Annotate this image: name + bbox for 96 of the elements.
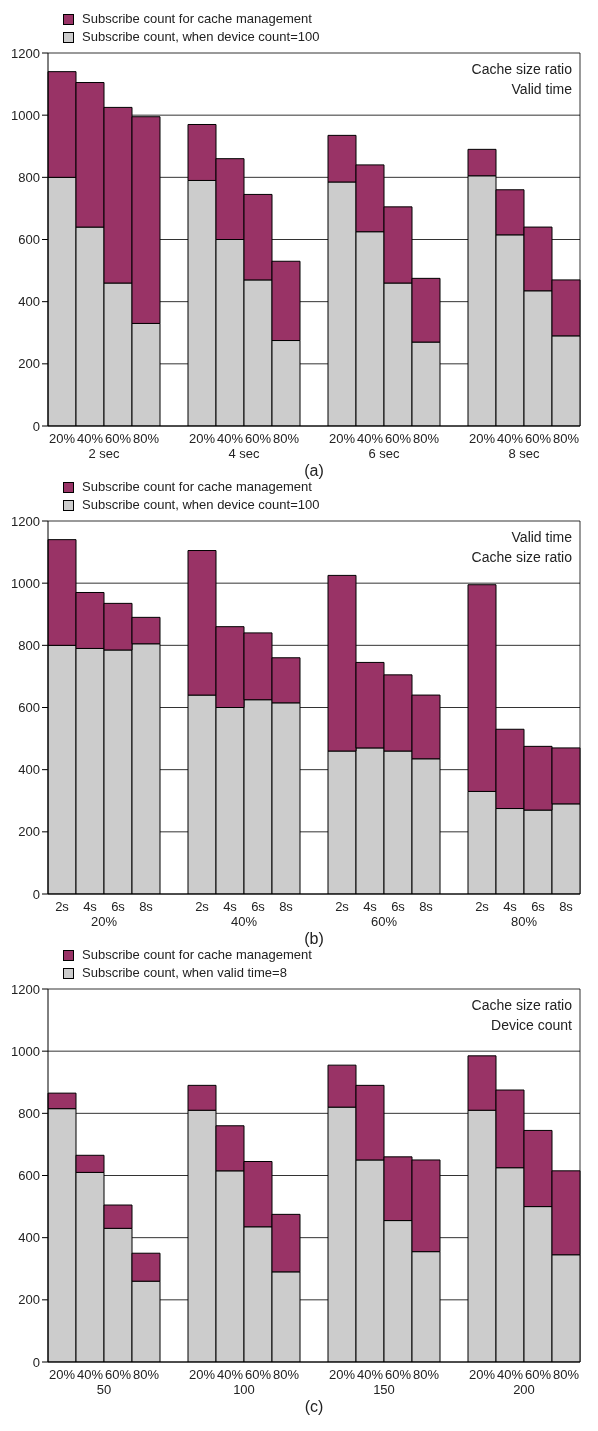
x-tick-label: 80% bbox=[552, 431, 580, 447]
text: 40% bbox=[230, 914, 258, 929]
text: 6 sec bbox=[367, 446, 401, 461]
x-tick-label: 8s bbox=[279, 899, 294, 915]
text: 150 bbox=[372, 1382, 396, 1397]
x-tick-label: 6s bbox=[251, 899, 266, 915]
x-tick-label: 60% bbox=[244, 1367, 272, 1383]
x-tick-label: 4s bbox=[223, 899, 238, 915]
x-tick-label: 40% bbox=[76, 431, 104, 447]
y-tick-label: 400 bbox=[18, 294, 40, 310]
x-tick-label: 60% bbox=[104, 1367, 132, 1383]
text: 20% bbox=[90, 914, 118, 929]
annotation: Cache size ratio bbox=[471, 996, 572, 1015]
x-tick-label: 80% bbox=[412, 1367, 440, 1383]
y-tick-label: 400 bbox=[18, 1230, 40, 1246]
x-tick-label: 60% bbox=[104, 431, 132, 447]
x-tick-label: 4s bbox=[363, 899, 378, 915]
x-tick-label: 60% bbox=[384, 1367, 412, 1383]
y-tick-label: 400 bbox=[18, 762, 40, 778]
text: 60% bbox=[370, 914, 398, 929]
x-tick-label: 8s bbox=[419, 899, 434, 915]
x-tick-label: 60% bbox=[384, 431, 412, 447]
y-tick-label: 600 bbox=[18, 700, 40, 716]
x-tick-label: 20% bbox=[48, 431, 76, 447]
x-tick-label: 2s bbox=[335, 899, 350, 915]
x-tick-label: 6s bbox=[531, 899, 546, 915]
y-tick-label: 1200 bbox=[11, 45, 40, 61]
text: 100 bbox=[232, 1382, 256, 1397]
y-tick-label: 1000 bbox=[11, 1043, 40, 1059]
x-tick-label: 6s bbox=[391, 899, 406, 915]
x-tick-label: 6s bbox=[111, 899, 126, 915]
x-tick-label: 60% bbox=[524, 431, 552, 447]
annotation: Device count bbox=[490, 1016, 572, 1035]
legend-label: Subscribe count, when device count=100 bbox=[82, 496, 320, 514]
y-tick-label: 200 bbox=[18, 1292, 40, 1308]
x-tick-label: 20% bbox=[468, 431, 496, 447]
x-tick-label: 2s bbox=[55, 899, 70, 915]
x-tick-label: 60% bbox=[524, 1367, 552, 1383]
y-tick-label: 800 bbox=[18, 169, 40, 185]
y-tick-label: 600 bbox=[18, 1168, 40, 1184]
text: 80% bbox=[510, 914, 538, 929]
x-tick-label: 60% bbox=[244, 431, 272, 447]
y-tick-label: 600 bbox=[18, 232, 40, 248]
y-tick-label: 1200 bbox=[11, 981, 40, 997]
text: 200 bbox=[512, 1382, 536, 1397]
x-tick-label: 80% bbox=[132, 431, 160, 447]
x-tick-label: 20% bbox=[328, 1367, 356, 1383]
annotation: Cache size ratio bbox=[471, 60, 572, 79]
text: (b) bbox=[303, 930, 325, 948]
annotation: Cache size ratio bbox=[471, 548, 572, 567]
legend-label: Subscribe count for cache management bbox=[82, 947, 312, 964]
x-tick-label: 80% bbox=[132, 1367, 160, 1383]
annotation: Valid time bbox=[510, 528, 572, 547]
legend-label: Subscribe count, when valid time=8 bbox=[82, 964, 287, 982]
y-tick-label: 800 bbox=[18, 1105, 40, 1121]
x-tick-label: 2s bbox=[195, 899, 210, 915]
x-tick-label: 40% bbox=[496, 1367, 524, 1383]
y-tick-label: 1000 bbox=[11, 107, 40, 123]
x-tick-label: 8s bbox=[559, 899, 574, 915]
x-tick-label: 2s bbox=[475, 899, 490, 915]
text: (c) bbox=[303, 1398, 325, 1416]
text: 2 sec bbox=[87, 446, 121, 461]
legend-label: Subscribe count for cache management bbox=[82, 479, 312, 496]
y-tick-label: 800 bbox=[18, 637, 40, 653]
x-tick-label: 40% bbox=[356, 1367, 384, 1383]
x-tick-label: 8s bbox=[139, 899, 154, 915]
x-tick-label: 40% bbox=[216, 431, 244, 447]
y-tick-label: 200 bbox=[18, 824, 40, 840]
y-tick-label: 1200 bbox=[11, 513, 40, 529]
x-tick-label: 20% bbox=[188, 431, 216, 447]
x-tick-label: 20% bbox=[188, 1367, 216, 1383]
x-tick-label: 40% bbox=[496, 431, 524, 447]
x-tick-label: 80% bbox=[272, 1367, 300, 1383]
y-tick-label: 200 bbox=[18, 356, 40, 372]
legend-label: Subscribe count, when device count=100 bbox=[82, 28, 320, 46]
x-tick-label: 20% bbox=[468, 1367, 496, 1383]
legend-label: Subscribe count for cache management bbox=[82, 10, 312, 28]
x-tick-label: 40% bbox=[356, 431, 384, 447]
x-tick-label: 20% bbox=[48, 1367, 76, 1383]
x-tick-label: 80% bbox=[272, 431, 300, 447]
x-tick-label: 4s bbox=[83, 899, 98, 915]
y-tick-label: 1000 bbox=[11, 575, 40, 591]
y-tick-label: 0 bbox=[32, 418, 40, 434]
x-tick-label: 4s bbox=[503, 899, 518, 915]
x-tick-label: 80% bbox=[552, 1367, 580, 1383]
x-tick-label: 40% bbox=[216, 1367, 244, 1383]
x-tick-label: 20% bbox=[328, 431, 356, 447]
y-tick-label: 0 bbox=[32, 886, 40, 902]
text: 8 sec bbox=[507, 446, 541, 461]
y-tick-label: 0 bbox=[32, 1354, 40, 1370]
text: (a) bbox=[303, 462, 325, 480]
x-tick-label: 40% bbox=[76, 1367, 104, 1383]
x-tick-label: 80% bbox=[412, 431, 440, 447]
annotation: Valid time bbox=[510, 80, 572, 99]
text: 50 bbox=[95, 1382, 113, 1397]
text: 4 sec bbox=[227, 446, 261, 461]
